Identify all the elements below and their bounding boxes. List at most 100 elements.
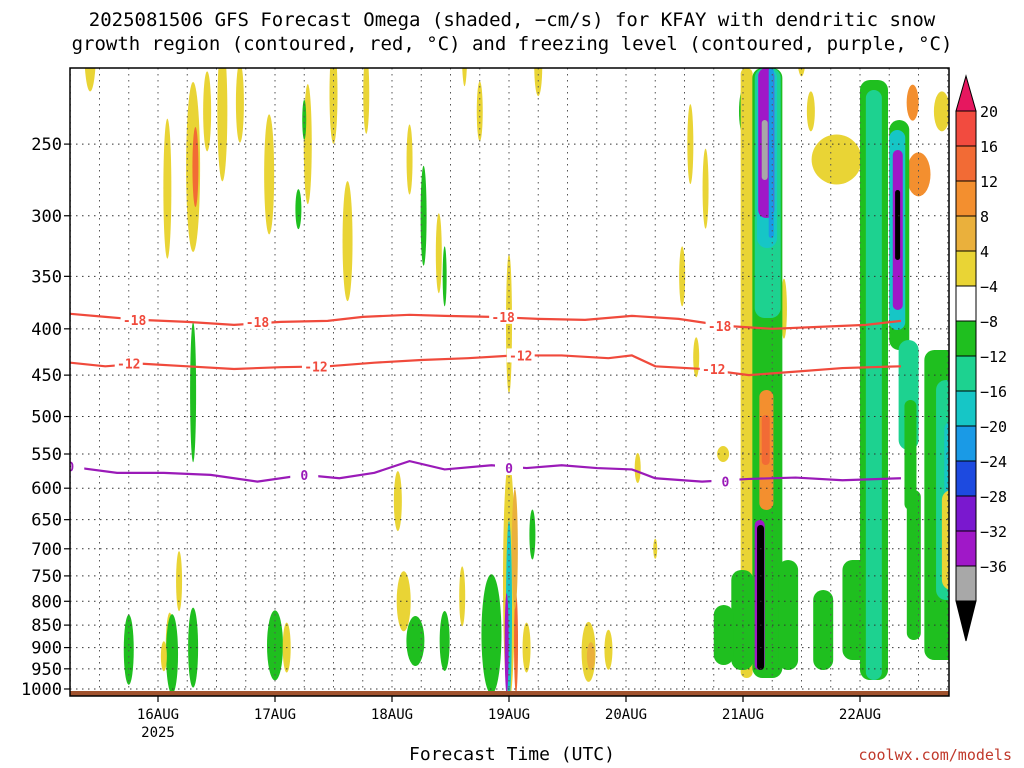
chart-title: 2025081506 GFS Forecast Omega (shaded, −… [0,8,1024,56]
omega-cell [302,99,307,140]
omega-cell [420,165,427,266]
colorbar-swatch [955,460,977,497]
omega-cell [462,68,467,87]
temperature-contours: -18 -18 -18 -18 -12 -12 -12 -12 0 0 0 0 [70,309,902,491]
contour-label-bg [489,309,518,324]
title-line-2: growth region (contoured, red, °C) and f… [71,33,953,55]
omega-cell [740,68,753,678]
contour-label-bg [495,461,523,476]
x-tick-label: 21AUG [722,707,764,723]
contour-label: 0 [722,476,730,491]
y-tick-label: 850 [31,616,62,636]
contour-label-bg [120,312,149,327]
contour-label: -18 [246,316,270,331]
colorbar-swatch [955,180,977,217]
omega-cell [865,90,882,680]
omega-cell [529,509,536,560]
omega-cell [933,91,949,132]
omega-cell [811,134,862,185]
omega-cell [459,566,466,627]
omega-cell [906,84,919,121]
omega-cell [906,490,921,640]
omega-cell [188,607,199,688]
omega-cell [806,91,815,132]
omega-cell [798,68,805,77]
omega-cell [504,593,509,694]
omega-cell [203,71,212,152]
contour-label-bg [705,318,734,333]
colorbar-swatch [955,495,977,532]
omega-cell [342,181,353,302]
y-tick-label: 350 [31,267,62,287]
contour-label: -18 [123,314,147,329]
omega-cell [160,641,167,672]
contour-label-bg [243,314,272,329]
contour-label-bg [301,359,330,374]
colorbar-swatch [955,530,977,567]
contour-label: -18 [491,311,515,326]
omega-cell [217,68,228,182]
contour-label: -12 [117,358,140,373]
colorbar-swatch [955,285,977,322]
x-axis: 16AUG 2025 17AUG 18AUG 19AUG 20AUG 21AUG 22AUG [137,696,881,741]
colorbar-swatch [955,355,977,392]
y-tick-label: 250 [31,135,62,155]
colorbar-label: 8 [980,208,989,226]
omega-cell [192,126,199,207]
omega-cell [166,614,179,695]
contour-line [70,312,902,330]
omega-cell [895,190,901,260]
omega-cell [190,322,197,463]
omega-cell [439,610,450,671]
colorbar-swatch [955,390,977,427]
contour-line [70,354,901,377]
omega-cell [780,278,787,339]
omega-cell [123,614,134,685]
ground-surface [70,690,949,696]
colorbar-swatch [955,320,977,357]
colorbar-label: 12 [980,173,998,191]
omega-cell [687,104,694,185]
omega-cell [717,446,730,463]
y-tick-label: 600 [31,479,62,499]
colorbar-label: −24 [980,453,1007,471]
y-tick-label: 1000 [21,680,62,700]
title-line-1: 2025081506 GFS Forecast Omega (shaded, −… [88,9,936,31]
omega-cell [363,68,370,134]
y-tick-label: 700 [31,540,62,560]
omega-cell [731,570,754,670]
y-tick-label: 800 [31,592,62,612]
omega-cell [713,605,734,665]
contour-label-bg [711,474,740,489]
omega-cell [761,120,768,180]
y-tick-label: 400 [31,320,62,340]
omega-cell [813,590,834,670]
colorbar-label: −28 [980,488,1007,506]
omega-cell [941,490,949,590]
grid-lines [70,68,949,696]
watermark: coolwx.com/models [858,746,1012,764]
omega-cell [768,68,774,238]
contour-label-bg [290,467,319,482]
omega-cell [757,525,765,670]
colorbar-top-arrow [955,74,977,112]
contour-label: -18 [708,320,732,335]
omega-cell [396,571,411,632]
contour-label: -12 [702,363,725,378]
colorbar-label: −32 [980,523,1007,541]
colorbar-label: 4 [980,243,989,261]
colorbar-label: −12 [980,348,1007,366]
colorbar-swatch [955,215,977,252]
contour-label: 0 [505,462,513,477]
omega-cell [702,148,709,229]
contour-label-bg [114,356,143,371]
omega-cell [904,400,917,510]
omega-cell [634,453,641,484]
omega-cell [693,337,700,378]
colorbar-label: 16 [980,138,998,156]
omega-cell [393,471,402,532]
omega-cell [84,68,96,92]
x-tick-label: 17AUG [254,707,296,723]
omega-cell [586,642,595,671]
